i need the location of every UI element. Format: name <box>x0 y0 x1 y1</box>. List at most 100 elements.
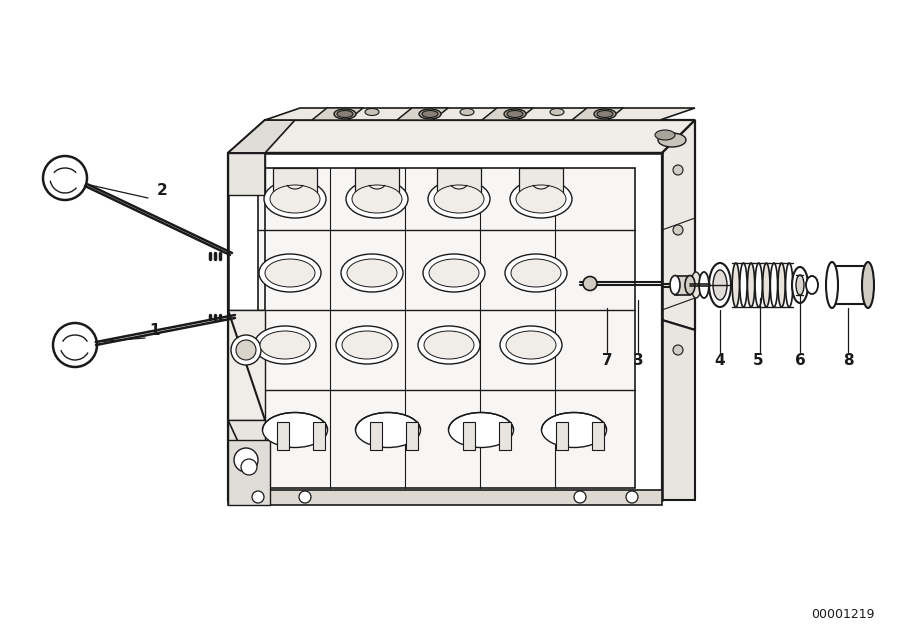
Ellipse shape <box>826 262 838 308</box>
Text: 00001219: 00001219 <box>812 608 875 622</box>
Ellipse shape <box>670 275 680 294</box>
Ellipse shape <box>419 109 441 119</box>
Circle shape <box>673 225 683 235</box>
Polygon shape <box>832 266 868 304</box>
Circle shape <box>673 285 683 295</box>
Ellipse shape <box>422 110 438 117</box>
Bar <box>463 422 475 450</box>
Ellipse shape <box>597 110 613 117</box>
Circle shape <box>43 156 87 200</box>
Ellipse shape <box>733 263 740 307</box>
Ellipse shape <box>434 185 484 213</box>
Ellipse shape <box>658 133 686 147</box>
Ellipse shape <box>260 331 310 359</box>
Ellipse shape <box>346 180 408 218</box>
Ellipse shape <box>418 326 480 364</box>
Ellipse shape <box>423 254 485 292</box>
Ellipse shape <box>347 259 397 287</box>
Ellipse shape <box>270 185 320 213</box>
Ellipse shape <box>460 108 474 115</box>
Ellipse shape <box>786 263 793 307</box>
Ellipse shape <box>259 254 321 292</box>
Polygon shape <box>572 108 623 120</box>
Polygon shape <box>228 310 265 420</box>
Text: 3: 3 <box>633 352 643 368</box>
Polygon shape <box>662 120 695 330</box>
Polygon shape <box>312 108 363 120</box>
Ellipse shape <box>510 180 572 218</box>
Circle shape <box>231 335 261 365</box>
Ellipse shape <box>806 276 818 294</box>
Polygon shape <box>228 490 662 505</box>
Polygon shape <box>228 153 662 500</box>
Circle shape <box>252 491 264 503</box>
Ellipse shape <box>747 263 755 307</box>
Ellipse shape <box>655 130 675 140</box>
Circle shape <box>583 276 597 290</box>
Polygon shape <box>482 108 533 120</box>
Ellipse shape <box>862 262 874 308</box>
Circle shape <box>53 323 97 367</box>
Ellipse shape <box>542 413 607 448</box>
Ellipse shape <box>424 331 474 359</box>
Circle shape <box>574 491 586 503</box>
Bar <box>499 422 511 450</box>
Ellipse shape <box>448 413 514 448</box>
Ellipse shape <box>342 331 392 359</box>
Ellipse shape <box>511 259 561 287</box>
Ellipse shape <box>713 270 727 300</box>
Polygon shape <box>265 108 695 120</box>
Ellipse shape <box>265 259 315 287</box>
Circle shape <box>299 491 311 503</box>
Bar <box>592 422 604 450</box>
Circle shape <box>234 448 258 472</box>
Text: 4: 4 <box>715 352 725 368</box>
Polygon shape <box>273 168 317 195</box>
Ellipse shape <box>740 263 747 307</box>
Text: 5: 5 <box>752 352 763 368</box>
Ellipse shape <box>254 326 316 364</box>
Circle shape <box>241 459 257 475</box>
Ellipse shape <box>428 180 490 218</box>
Ellipse shape <box>341 254 403 292</box>
Circle shape <box>236 340 256 360</box>
Bar <box>277 422 289 450</box>
Text: 6: 6 <box>795 352 806 368</box>
Ellipse shape <box>500 326 562 364</box>
Circle shape <box>673 345 683 355</box>
Ellipse shape <box>550 108 564 115</box>
Ellipse shape <box>263 413 328 448</box>
Bar <box>258 168 635 488</box>
Text: 2: 2 <box>157 182 167 197</box>
Ellipse shape <box>506 331 556 359</box>
Ellipse shape <box>429 259 479 287</box>
Ellipse shape <box>762 263 770 307</box>
Polygon shape <box>228 120 695 153</box>
Circle shape <box>626 491 638 503</box>
Polygon shape <box>675 276 690 295</box>
Ellipse shape <box>334 109 356 119</box>
Bar <box>370 422 382 450</box>
Ellipse shape <box>792 267 808 303</box>
Polygon shape <box>662 320 695 500</box>
Polygon shape <box>519 168 563 195</box>
Ellipse shape <box>770 263 778 307</box>
Ellipse shape <box>505 254 567 292</box>
Circle shape <box>673 165 683 175</box>
Ellipse shape <box>356 413 420 448</box>
Polygon shape <box>397 108 448 120</box>
Ellipse shape <box>365 108 379 115</box>
Bar <box>313 422 325 450</box>
Text: 1: 1 <box>149 322 160 338</box>
Ellipse shape <box>778 263 785 307</box>
Ellipse shape <box>507 110 523 117</box>
Bar <box>556 422 568 450</box>
Polygon shape <box>228 420 265 500</box>
Ellipse shape <box>352 185 402 213</box>
Ellipse shape <box>516 185 566 213</box>
Ellipse shape <box>337 110 353 117</box>
Polygon shape <box>228 120 295 153</box>
Ellipse shape <box>685 275 695 294</box>
Ellipse shape <box>504 109 526 119</box>
Text: 7: 7 <box>602 352 612 368</box>
